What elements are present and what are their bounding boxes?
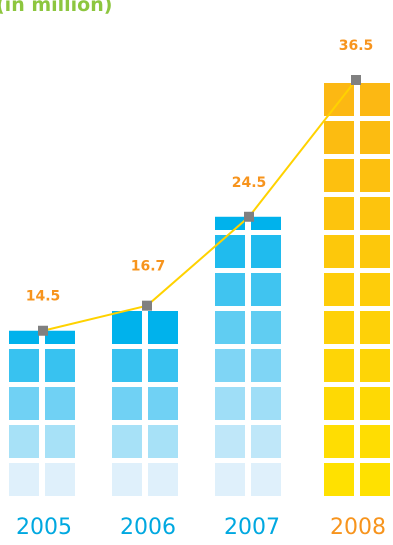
unit-label: (in million) xyxy=(0,0,113,16)
bar-2008 xyxy=(324,83,390,496)
data-label: 16.7 xyxy=(131,259,166,275)
bar-segment xyxy=(215,387,245,420)
bar-segment xyxy=(324,235,354,268)
trend-marker xyxy=(351,75,361,85)
bar-segment xyxy=(251,235,281,268)
bar-segment xyxy=(9,330,39,344)
year-label: 2008 xyxy=(330,515,386,540)
bar-segment xyxy=(324,121,354,154)
trend-marker xyxy=(244,211,254,222)
bar-segment xyxy=(360,235,390,268)
bar-segment xyxy=(251,425,281,458)
bar-segment xyxy=(324,463,354,496)
year-label: 2007 xyxy=(224,515,280,540)
data-label: 36.5 xyxy=(339,38,374,54)
bar-segment xyxy=(215,235,245,268)
bar-segment xyxy=(9,425,39,458)
bar-segment xyxy=(45,330,75,344)
bar-segment xyxy=(360,159,390,192)
bar-segment xyxy=(215,311,245,344)
bar-segment xyxy=(360,463,390,496)
bar-segment xyxy=(324,197,354,230)
bar-segment xyxy=(251,273,281,306)
data-label: 24.5 xyxy=(232,175,267,191)
bar-segment xyxy=(9,349,39,382)
bar-segment xyxy=(360,349,390,382)
bar-segment xyxy=(360,121,390,154)
bar-segment xyxy=(9,463,39,496)
bar-segment xyxy=(251,387,281,420)
trend-marker xyxy=(142,300,152,311)
bar-segment xyxy=(251,311,281,344)
bar-segment xyxy=(360,311,390,344)
bar-2006 xyxy=(112,311,178,496)
bar-segment xyxy=(215,425,245,458)
year-label: 2006 xyxy=(120,515,176,540)
bar-segment xyxy=(360,425,390,458)
bar-segment xyxy=(215,349,245,382)
bar-segment xyxy=(360,387,390,420)
bar-segment xyxy=(112,349,142,382)
bar-segment xyxy=(360,197,390,230)
bar-segment xyxy=(148,387,178,420)
bar-segment xyxy=(45,387,75,420)
bar-segment xyxy=(148,311,178,344)
bar-segment xyxy=(251,349,281,382)
bar-segment xyxy=(360,83,390,116)
data-label: 14.5 xyxy=(26,289,61,305)
bar-segment xyxy=(324,425,354,458)
bar-2005 xyxy=(9,330,75,496)
year-label: 2005 xyxy=(16,515,72,540)
bar-segment xyxy=(112,387,142,420)
bar-segment xyxy=(324,159,354,192)
bar-segment xyxy=(360,273,390,306)
bar-segment xyxy=(148,463,178,496)
bar-segment xyxy=(45,425,75,458)
bar-segment xyxy=(215,463,245,496)
bar-segment xyxy=(324,311,354,344)
bar-segment xyxy=(148,425,178,458)
bar-segment xyxy=(215,273,245,306)
bar-2007 xyxy=(215,216,281,496)
bar-segment xyxy=(112,311,142,344)
bar-segment xyxy=(324,349,354,382)
bar-segment xyxy=(112,425,142,458)
bar-segment xyxy=(45,463,75,496)
bar-segment xyxy=(251,463,281,496)
bar-segment xyxy=(45,349,75,382)
bar-segment xyxy=(112,463,142,496)
bar-segment xyxy=(324,387,354,420)
bar-segment xyxy=(148,349,178,382)
bar-segment xyxy=(9,387,39,420)
bar-segment xyxy=(251,216,281,230)
trend-line xyxy=(42,79,357,332)
trend-marker xyxy=(38,325,48,336)
bar-segment xyxy=(324,273,354,306)
